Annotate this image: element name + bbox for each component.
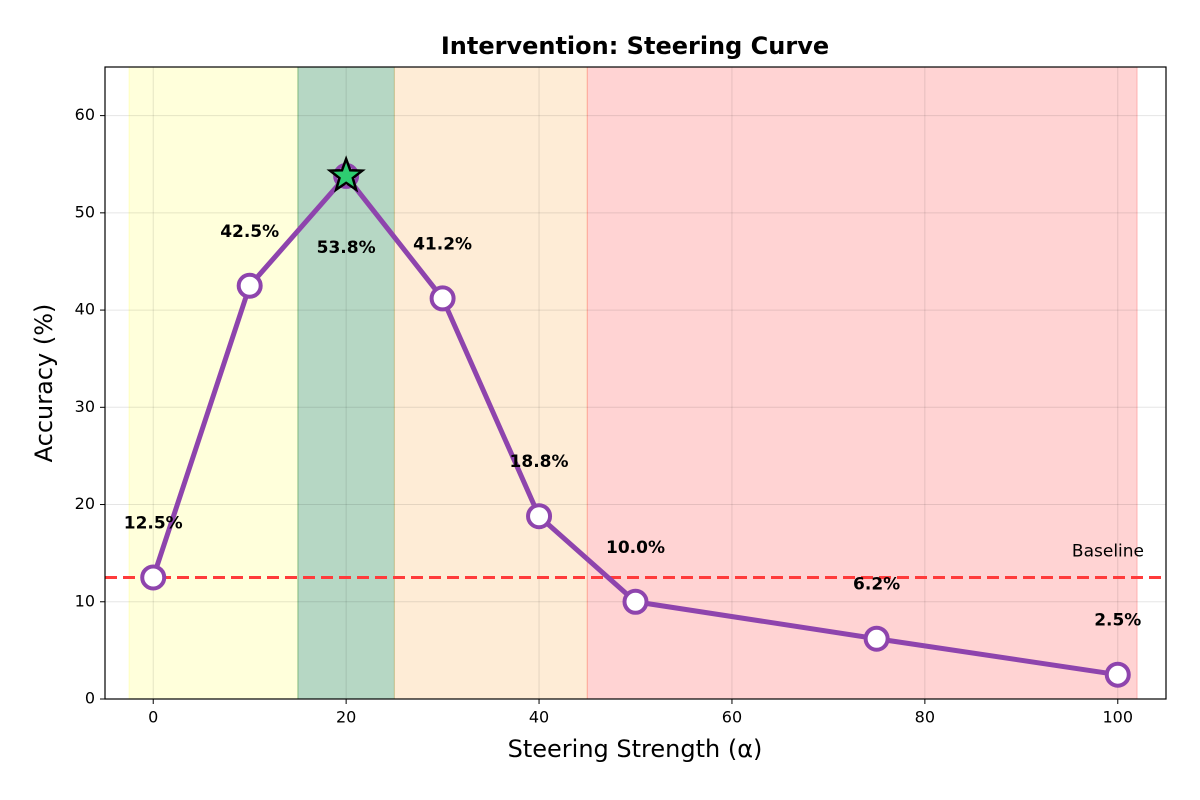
line [150, 171, 1119, 678]
marker [140, 564, 167, 591]
chart-title: Intervention: Steering Curve [441, 32, 829, 60]
marker [622, 588, 649, 615]
marker [863, 625, 890, 652]
marker [1104, 661, 1131, 688]
value-label: 12.5% [124, 513, 183, 533]
value-label: 18.8% [510, 452, 569, 472]
x-tick-label: 80 [915, 708, 935, 727]
baseline-label: Baseline [1072, 541, 1144, 561]
x-tick-label: 0 [148, 708, 158, 727]
value-label: 6.2% [853, 575, 900, 595]
value-label: 53.8% [317, 238, 376, 258]
x-tick-label: 20 [336, 708, 356, 727]
marker [236, 272, 263, 299]
y-axis-label: Accuracy (%) [30, 304, 58, 463]
y-tick-label: 20 [75, 494, 95, 513]
marker [429, 285, 456, 312]
x-tick-label: 100 [1102, 708, 1133, 727]
plot-frame [104, 66, 1167, 700]
y-tick-label: 30 [75, 397, 95, 416]
y-tick-label: 50 [75, 202, 95, 221]
x-tick-label: 60 [722, 708, 742, 727]
y-tick-label: 0 [85, 689, 95, 708]
y-tick-label: 10 [75, 591, 95, 610]
y-tick-label: 60 [75, 105, 95, 124]
peak-star [326, 155, 366, 193]
region [393, 66, 588, 700]
x-tick-label: 40 [529, 708, 549, 727]
x-axis-label: Steering Strength (α) [508, 735, 763, 763]
value-label: 42.5% [220, 222, 279, 242]
region [586, 66, 1138, 700]
region [128, 66, 299, 700]
value-label: 41.2% [413, 234, 472, 254]
y-tick-label: 40 [75, 300, 95, 319]
value-label: 10.0% [606, 538, 665, 558]
marker [526, 503, 553, 530]
value-label: 2.5% [1094, 611, 1141, 631]
